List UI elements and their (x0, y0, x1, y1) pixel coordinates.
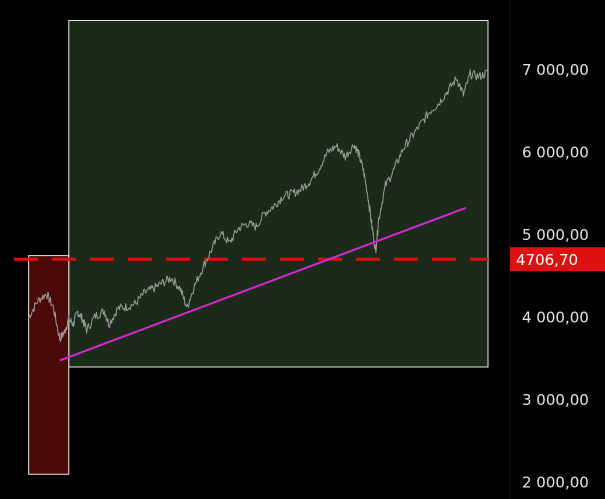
zones (28, 20, 489, 475)
y-tick-label: 5 000,00 (522, 226, 589, 244)
price-tag-label: 4706,70 (516, 251, 578, 269)
y-tick-label: 2 000,00 (522, 474, 589, 492)
red-zone (28, 255, 70, 475)
series-group (28, 69, 489, 342)
price-tag-group: 4706,70 (510, 247, 605, 272)
y-tick-label: 7 000,00 (522, 61, 589, 79)
green-zone (68, 20, 489, 368)
price-line (28, 69, 489, 342)
y-axis[interactable]: 7 000,00 6 000,00 5 000,00 4 000,00 3 000,00… (509, 0, 589, 499)
trendline (59, 206, 467, 362)
price-tag (510, 247, 605, 272)
y-tick-label: 3 000,00 (522, 391, 589, 409)
trendline-group (59, 206, 467, 362)
y-tick-label: 6 000,00 (522, 144, 589, 162)
y-tick-label: 4 000,00 (522, 309, 589, 327)
